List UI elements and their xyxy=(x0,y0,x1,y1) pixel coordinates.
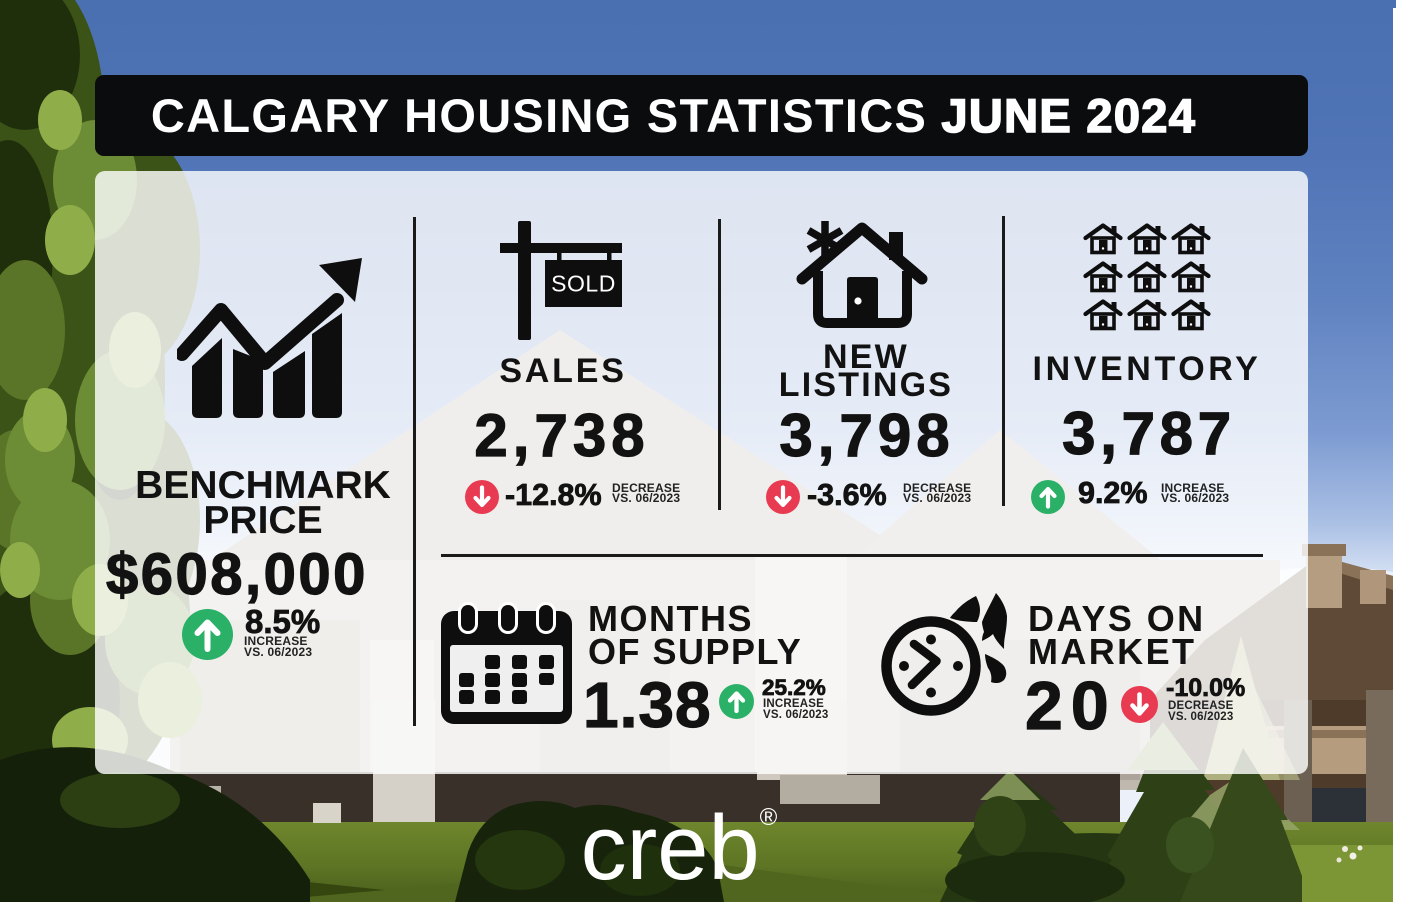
svg-text:SOLD: SOLD xyxy=(551,271,616,297)
